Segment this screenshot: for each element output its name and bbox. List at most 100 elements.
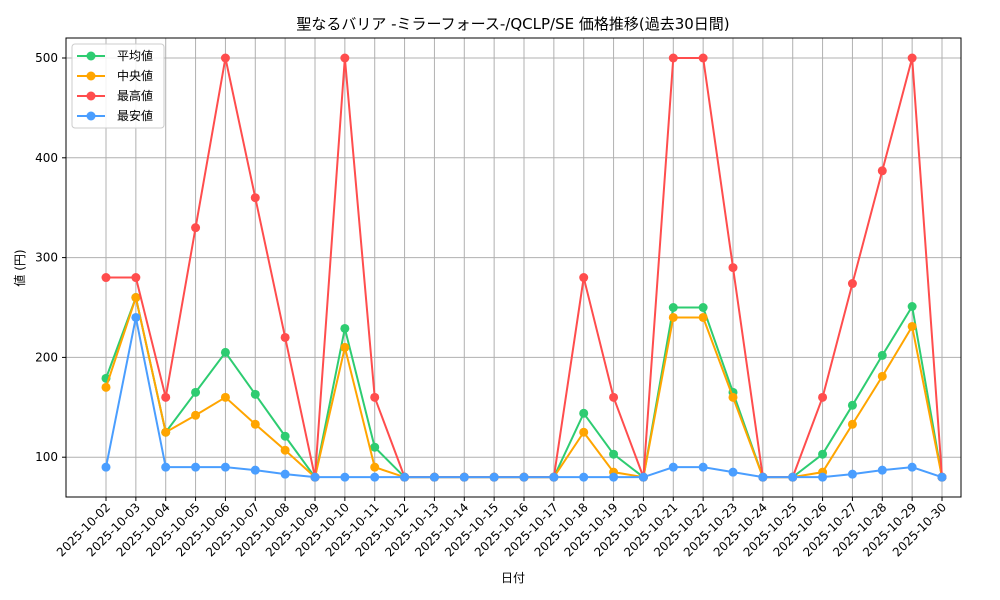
data-point bbox=[668, 312, 678, 322]
data-point bbox=[250, 419, 260, 429]
data-point bbox=[907, 321, 917, 331]
data-point bbox=[131, 293, 141, 303]
data-point bbox=[698, 303, 708, 312]
data-point bbox=[847, 279, 857, 289]
data-point bbox=[907, 462, 917, 472]
data-point bbox=[728, 467, 738, 477]
data-point bbox=[101, 273, 111, 283]
data-point bbox=[818, 472, 828, 482]
data-point bbox=[220, 347, 230, 357]
data-point bbox=[250, 389, 260, 399]
data-point bbox=[161, 427, 171, 437]
y-tick-label: 200 bbox=[35, 350, 58, 364]
data-point bbox=[758, 472, 768, 482]
y-axis-ticks: 100 200 300 400 500 bbox=[35, 51, 66, 464]
data-point bbox=[579, 427, 589, 437]
data-point bbox=[280, 431, 290, 441]
data-point bbox=[668, 303, 678, 312]
data-point bbox=[937, 472, 947, 482]
y-tick-label: 100 bbox=[35, 450, 58, 464]
data-point bbox=[459, 472, 469, 482]
data-point bbox=[579, 472, 589, 482]
data-point bbox=[101, 462, 111, 472]
data-point bbox=[220, 462, 230, 472]
data-point bbox=[609, 449, 619, 459]
data-point bbox=[818, 392, 828, 402]
data-point bbox=[220, 392, 230, 402]
data-point bbox=[877, 350, 887, 360]
data-point bbox=[728, 392, 738, 402]
data-point bbox=[698, 53, 708, 63]
y-tick-label: 300 bbox=[35, 251, 58, 265]
y-axis-label: 値 (円) bbox=[12, 249, 27, 286]
data-point bbox=[280, 469, 290, 479]
data-point bbox=[161, 392, 171, 402]
data-point bbox=[429, 472, 439, 482]
data-point bbox=[788, 472, 798, 482]
data-point bbox=[818, 449, 828, 459]
data-point bbox=[101, 382, 111, 392]
data-point bbox=[370, 472, 380, 482]
grid-lines bbox=[66, 38, 961, 497]
y-tick-label: 400 bbox=[35, 151, 58, 165]
data-point bbox=[847, 400, 857, 410]
data-point bbox=[698, 312, 708, 322]
legend-marker bbox=[86, 91, 96, 101]
legend-marker bbox=[86, 71, 96, 81]
data-point bbox=[131, 273, 141, 283]
data-point bbox=[310, 472, 320, 482]
data-point bbox=[877, 465, 887, 475]
data-point bbox=[907, 302, 917, 312]
data-point bbox=[370, 462, 380, 472]
data-point bbox=[400, 472, 410, 482]
y-tick-label: 500 bbox=[35, 51, 58, 65]
x-axis-label: 日付 bbox=[501, 571, 525, 585]
data-point bbox=[340, 342, 350, 352]
legend-label: 中央値 bbox=[117, 68, 153, 83]
data-point bbox=[280, 332, 290, 342]
data-point bbox=[549, 472, 559, 482]
data-point bbox=[728, 263, 738, 273]
data-point bbox=[131, 312, 141, 322]
data-point bbox=[847, 419, 857, 429]
legend-label: 最高値 bbox=[117, 88, 153, 103]
data-point bbox=[668, 53, 678, 63]
legend-box bbox=[71, 43, 165, 129]
data-point bbox=[191, 223, 201, 233]
data-point bbox=[161, 462, 171, 472]
data-point bbox=[191, 462, 201, 472]
data-point bbox=[191, 410, 201, 420]
data-point bbox=[519, 472, 529, 482]
data-point bbox=[250, 465, 260, 475]
data-point bbox=[370, 392, 380, 402]
data-point bbox=[609, 392, 619, 402]
legend-marker bbox=[86, 51, 96, 61]
data-point bbox=[489, 472, 499, 482]
data-point bbox=[250, 193, 260, 203]
data-point bbox=[220, 53, 230, 63]
data-point bbox=[698, 462, 708, 472]
data-series bbox=[101, 53, 947, 482]
data-point bbox=[280, 445, 290, 455]
chart-title: 聖なるバリア -ミラーフォース-/QCLP/SE 価格推移(過去30日間) bbox=[296, 15, 729, 33]
data-point bbox=[847, 469, 857, 479]
data-point bbox=[340, 323, 350, 333]
data-point bbox=[907, 53, 917, 63]
data-point bbox=[579, 408, 589, 418]
legend-marker bbox=[86, 111, 96, 121]
data-point bbox=[370, 442, 380, 452]
legend-label: 最安値 bbox=[117, 108, 153, 123]
data-point bbox=[609, 472, 619, 482]
data-point bbox=[340, 53, 350, 63]
data-point bbox=[340, 472, 350, 482]
data-point bbox=[877, 166, 887, 176]
data-point bbox=[877, 371, 887, 381]
legend-label: 平均値 bbox=[117, 48, 153, 63]
plot-frame bbox=[65, 37, 962, 498]
data-point bbox=[579, 273, 589, 283]
data-point bbox=[638, 472, 648, 482]
x-axis-ticks: 2025-10-022025-10-032025-10-042025-10-05… bbox=[54, 497, 949, 559]
data-point bbox=[668, 462, 678, 472]
